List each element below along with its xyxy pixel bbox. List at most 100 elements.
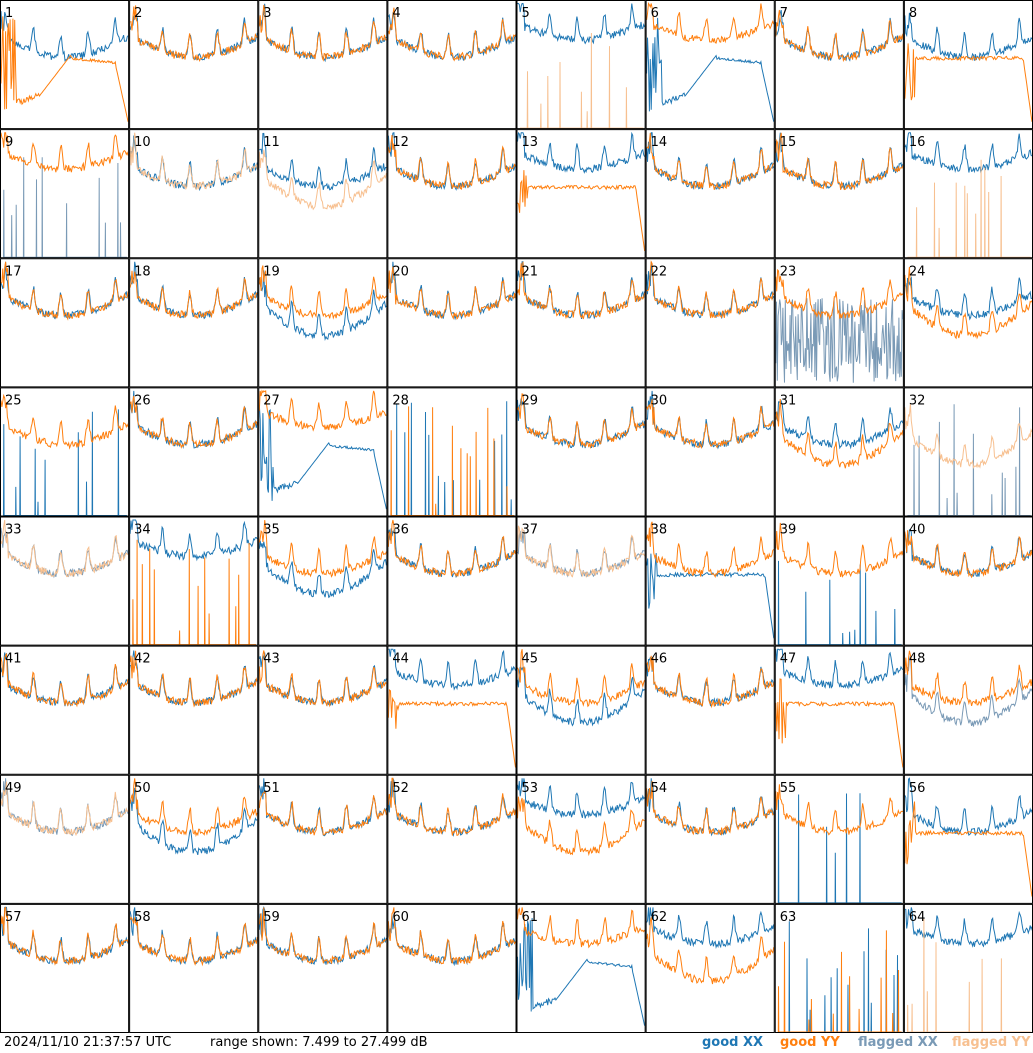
series-yy-17 bbox=[0, 261, 129, 321]
series-xx-24 bbox=[904, 275, 1032, 321]
panel-label-29: 29 bbox=[522, 393, 539, 408]
panel-label-4: 4 bbox=[392, 6, 400, 21]
panel-frame-14 bbox=[645, 129, 775, 259]
series-yy-55 bbox=[775, 784, 904, 836]
series-yy-19 bbox=[258, 265, 387, 320]
panel-label-27: 27 bbox=[263, 393, 280, 408]
panel-19: 19 bbox=[258, 258, 388, 388]
series-yy-12 bbox=[387, 134, 516, 190]
panel-frame-38 bbox=[645, 516, 775, 646]
legend-good-xx: good XX bbox=[702, 1035, 764, 1050]
panel-61: 61 bbox=[516, 903, 646, 1033]
panel-38: 38 bbox=[645, 516, 775, 646]
series-yy-60 bbox=[387, 907, 516, 965]
series-yy-54 bbox=[646, 780, 775, 836]
panel-frame-61 bbox=[516, 903, 646, 1033]
panel-56: 56 bbox=[903, 774, 1033, 904]
series-xx-8 bbox=[904, 12, 1033, 61]
series-yy-23 bbox=[775, 268, 904, 321]
panel-frame-7 bbox=[774, 0, 904, 130]
panel-47: 47 bbox=[774, 645, 904, 775]
series-yy-2 bbox=[129, 5, 258, 63]
series-yy-11 bbox=[258, 149, 387, 211]
panel-2: 2 bbox=[129, 0, 259, 130]
panel-label-39: 39 bbox=[780, 523, 797, 538]
legend-good-yy: good YY bbox=[780, 1035, 840, 1050]
series-yy-48 bbox=[904, 650, 1033, 707]
panel-label-9: 9 bbox=[5, 135, 13, 150]
panel-frame-35 bbox=[258, 516, 388, 646]
panel-label-5: 5 bbox=[522, 6, 530, 21]
panel-frame-43 bbox=[258, 645, 388, 775]
panel-frame-42 bbox=[129, 645, 259, 775]
panel-label-48: 48 bbox=[909, 652, 926, 667]
panel-label-53: 53 bbox=[522, 781, 539, 796]
panel-14: 14 bbox=[645, 129, 775, 259]
panel-label-19: 19 bbox=[263, 264, 280, 279]
panel-29: 29 bbox=[516, 387, 646, 517]
series-yy-4 bbox=[387, 7, 516, 62]
panel-label-38: 38 bbox=[651, 523, 668, 538]
series-xx-13 bbox=[517, 131, 646, 174]
panel-46: 46 bbox=[645, 645, 775, 775]
panel-54: 54 bbox=[645, 774, 775, 904]
series-yy-13 bbox=[517, 170, 646, 251]
panel-frame-44 bbox=[387, 645, 517, 775]
panel-label-34: 34 bbox=[134, 523, 151, 538]
series-yy-7 bbox=[775, 9, 904, 63]
series-xx-10 bbox=[129, 135, 258, 192]
panel-frame-10 bbox=[129, 129, 259, 259]
series-yy-18 bbox=[129, 270, 258, 319]
legend-flagged-yy: flagged YY bbox=[952, 1035, 1031, 1050]
series-xx-56 bbox=[904, 777, 1033, 837]
panel-59: 59 bbox=[258, 903, 388, 1033]
panel-frame-50 bbox=[129, 774, 259, 904]
series-yy-20 bbox=[387, 266, 516, 321]
panel-label-59: 59 bbox=[263, 910, 280, 925]
panel-25: 25 bbox=[0, 387, 130, 517]
panel-42: 42 bbox=[129, 645, 259, 775]
panel-label-25: 25 bbox=[5, 393, 22, 408]
series-xx-7 bbox=[775, 9, 904, 62]
panel-label-28: 28 bbox=[392, 393, 409, 408]
panel-5: 5 bbox=[516, 0, 646, 130]
panel-frame-49 bbox=[0, 774, 130, 904]
panel-9: 9 bbox=[0, 129, 130, 259]
series-yy-35 bbox=[258, 520, 387, 578]
panel-frame-23 bbox=[774, 258, 904, 388]
panel-39: 39 bbox=[774, 516, 904, 646]
series-yy-43 bbox=[258, 650, 387, 708]
series-yy-10 bbox=[129, 132, 258, 191]
panel-label-44: 44 bbox=[392, 652, 409, 667]
series-yy-61 bbox=[517, 907, 646, 949]
series-xx-19 bbox=[258, 270, 387, 342]
series-xx-11 bbox=[259, 132, 387, 191]
panel-frame-18 bbox=[129, 258, 259, 388]
panel-15: 15 bbox=[774, 129, 904, 259]
series-yy-38 bbox=[646, 521, 775, 578]
panel-label-32: 32 bbox=[909, 393, 926, 408]
panel-53: 53 bbox=[516, 774, 646, 904]
series-yy-6 bbox=[646, 2, 775, 44]
panel-label-56: 56 bbox=[909, 781, 926, 796]
panel-frame-52 bbox=[387, 774, 517, 904]
panel-frame-25 bbox=[0, 387, 130, 517]
panel-frame-1 bbox=[0, 0, 130, 130]
panel-frame-17 bbox=[0, 258, 130, 388]
panel-label-11: 11 bbox=[263, 135, 280, 150]
panel-8: 8 bbox=[903, 0, 1033, 130]
series-xx-35 bbox=[258, 540, 387, 599]
series-yy-52 bbox=[387, 777, 516, 837]
series-yy-39 bbox=[775, 522, 904, 578]
series-yy-29 bbox=[517, 393, 645, 450]
panel-52: 52 bbox=[387, 774, 517, 904]
series-yy-63 bbox=[777, 930, 902, 1033]
panel-23: 23 bbox=[774, 258, 904, 388]
series-xx-45 bbox=[517, 665, 645, 727]
series-yy-58 bbox=[129, 916, 258, 967]
panel-frame-41 bbox=[0, 645, 130, 775]
panel-frame-39 bbox=[774, 516, 904, 646]
series-yy-22 bbox=[646, 260, 775, 319]
panel-frame-5 bbox=[516, 0, 646, 130]
